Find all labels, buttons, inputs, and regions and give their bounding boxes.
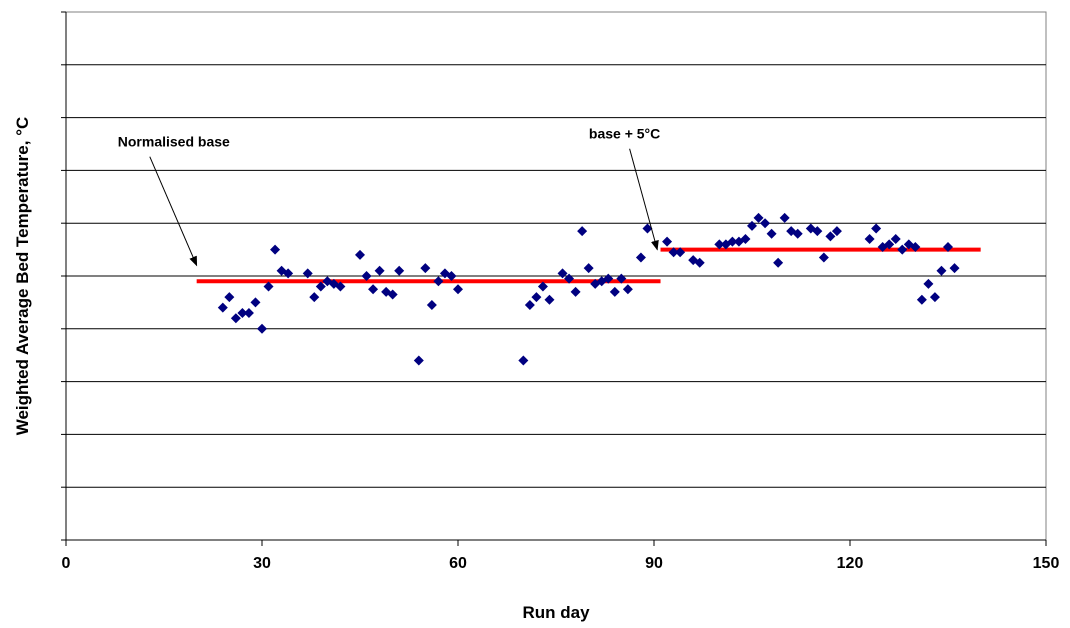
data-point — [524, 300, 535, 311]
data-point — [864, 234, 875, 245]
y-axis-title: Weighted Average Bed Temperature, °C — [13, 117, 32, 436]
data-point — [531, 292, 542, 303]
x-tick-label: 30 — [253, 555, 271, 572]
data-point — [668, 247, 679, 258]
data-point — [217, 302, 228, 313]
data-point — [812, 226, 823, 237]
data-point — [309, 292, 320, 303]
data-point — [727, 236, 738, 247]
data-point — [897, 244, 908, 255]
x-tick-label: 90 — [645, 555, 663, 572]
data-point — [818, 252, 829, 263]
data-point — [564, 273, 575, 284]
data-point — [792, 228, 803, 239]
data-point — [243, 307, 254, 318]
data-point — [773, 257, 784, 268]
data-point — [831, 226, 842, 237]
data-point — [910, 241, 921, 252]
data-point — [747, 220, 757, 231]
data-point — [662, 236, 673, 247]
data-point — [642, 223, 653, 234]
data-point — [374, 265, 385, 276]
data-point — [740, 234, 751, 245]
gridlines — [66, 64, 1046, 488]
x-tick-label: 120 — [837, 555, 864, 572]
data-point — [825, 231, 836, 242]
data-point — [224, 292, 235, 303]
data-point — [936, 265, 947, 276]
data-point — [943, 241, 953, 252]
data-point — [518, 355, 529, 366]
data-point — [622, 284, 633, 295]
data-point — [387, 289, 398, 300]
data-point — [616, 273, 627, 284]
data-point — [420, 263, 431, 274]
data-point — [263, 281, 274, 292]
data-point — [426, 300, 437, 311]
axes — [61, 11, 1047, 546]
data-point — [315, 281, 326, 292]
data-point — [949, 263, 960, 274]
data-point — [753, 212, 764, 223]
annotation-label: base + 5°C — [589, 126, 660, 142]
data-point — [779, 212, 790, 223]
data-point — [923, 278, 934, 289]
annotations: Normalised base base + 5°C — [118, 126, 660, 267]
data-point — [237, 307, 248, 318]
data-point — [250, 297, 261, 308]
data-point — [884, 239, 895, 250]
data-point — [270, 244, 281, 255]
data-point — [537, 281, 548, 292]
data-point — [570, 286, 581, 297]
data-point — [871, 223, 882, 234]
data-point — [890, 234, 901, 245]
data-point — [413, 355, 424, 366]
x-tick-label: 0 — [62, 555, 71, 572]
data-points — [217, 212, 960, 366]
data-point — [675, 247, 686, 258]
data-point — [603, 273, 614, 284]
data-point — [433, 276, 444, 287]
data-point — [609, 286, 620, 297]
data-point — [446, 271, 457, 281]
data-point — [394, 265, 405, 276]
data-point — [760, 218, 771, 229]
data-point — [335, 281, 346, 292]
annotation-label: Normalised base — [118, 134, 230, 150]
data-point — [577, 226, 588, 237]
data-point — [257, 323, 267, 334]
data-point — [635, 252, 646, 263]
data-point — [355, 249, 365, 260]
data-point — [302, 268, 313, 279]
data-point — [544, 294, 555, 305]
data-point — [916, 294, 927, 305]
data-point — [714, 239, 725, 250]
x-tick-label: 150 — [1033, 555, 1060, 572]
data-point — [361, 271, 372, 281]
data-point — [230, 313, 241, 324]
data-point — [694, 257, 705, 268]
data-point — [453, 284, 463, 295]
data-point — [583, 263, 594, 274]
annotation-arrow — [149, 156, 198, 267]
x-tick-label: 60 — [449, 555, 467, 572]
x-tick-labels: 0 30 60 90 120 150 — [62, 555, 1060, 572]
data-point — [557, 268, 568, 279]
data-point — [929, 292, 940, 303]
data-point — [766, 228, 777, 239]
reference-lines — [196, 247, 981, 284]
x-axis-title: Run day — [522, 603, 590, 622]
annotation-arrow — [629, 148, 659, 251]
data-point — [283, 268, 294, 279]
data-point — [368, 284, 379, 295]
